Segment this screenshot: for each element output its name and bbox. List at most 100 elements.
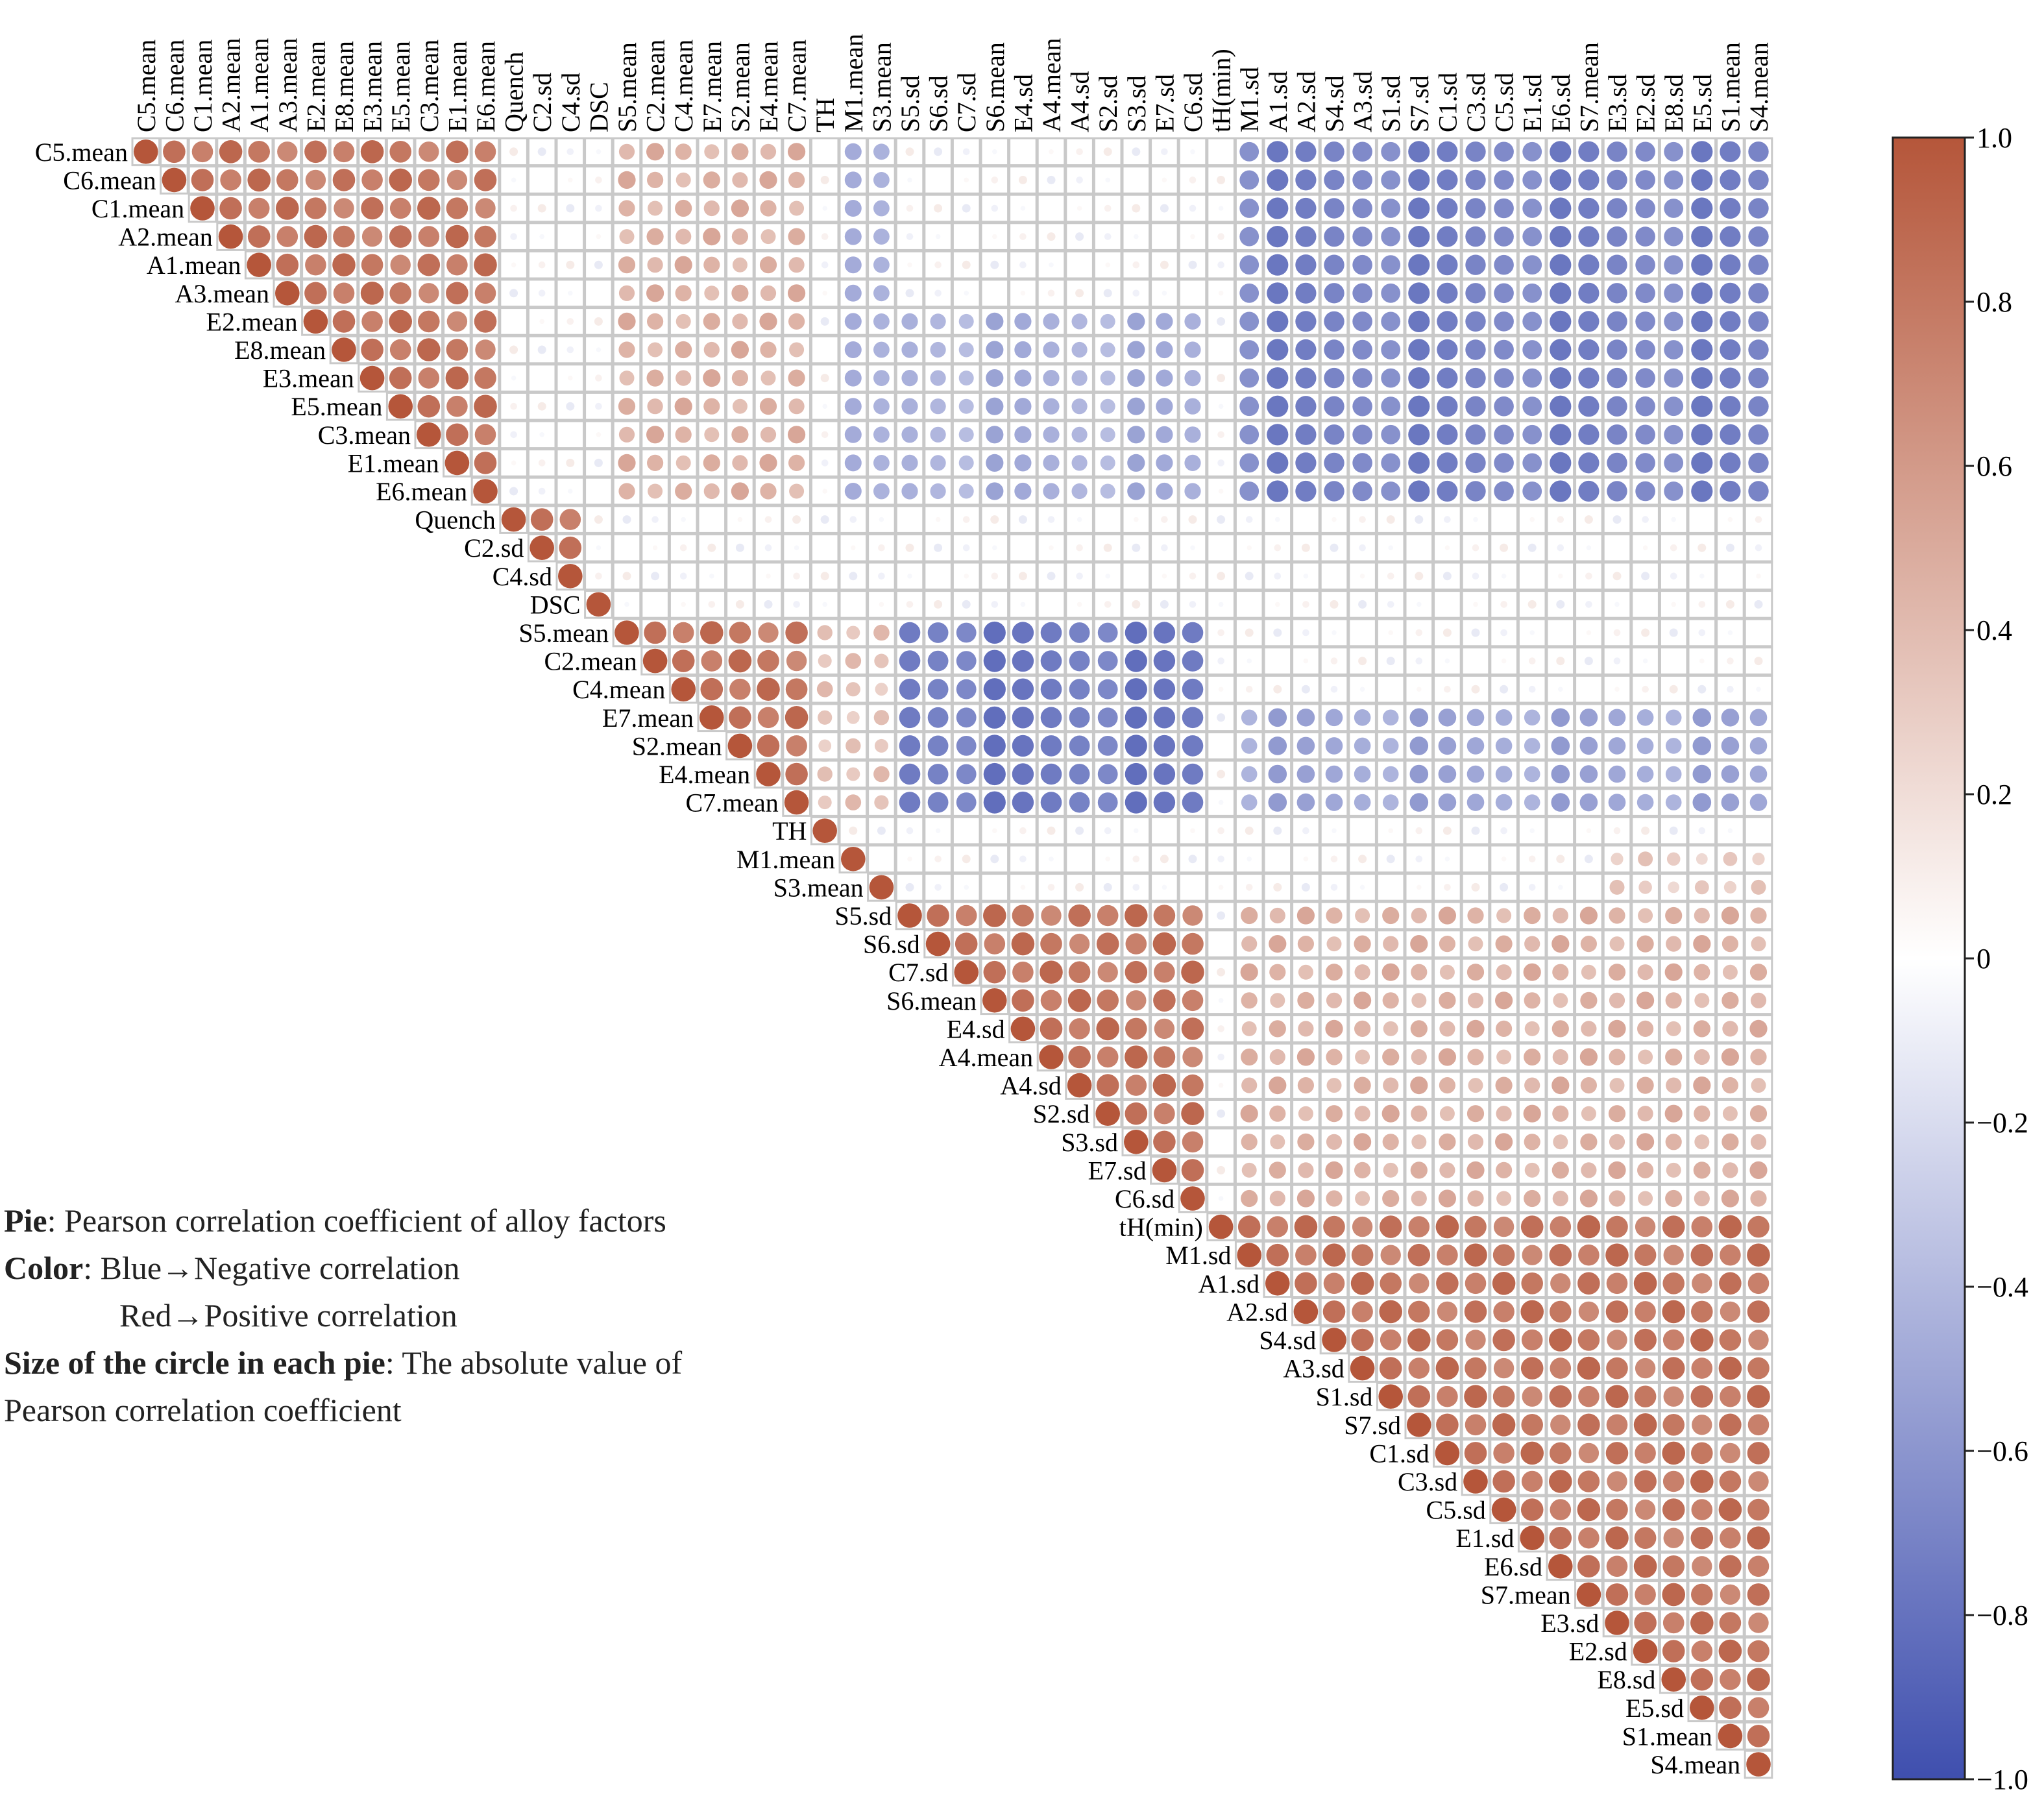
correlation-circle	[512, 319, 516, 323]
correlation-circle	[1043, 370, 1060, 387]
correlation-circle	[444, 450, 470, 476]
correlation-circle	[906, 204, 914, 212]
correlation-circle	[1408, 1357, 1430, 1379]
correlation-circle	[1500, 601, 1507, 608]
correlation-circle	[1019, 261, 1027, 269]
correlation-circle	[1134, 517, 1139, 522]
correlation-circle	[1439, 964, 1455, 980]
correlation-circle	[1444, 658, 1450, 664]
correlation-circle	[1408, 480, 1430, 502]
correlation-circle	[700, 705, 724, 730]
correlation-circle	[1634, 1611, 1657, 1635]
correlation-circle	[1269, 1161, 1286, 1179]
correlation-circle	[1097, 651, 1118, 671]
correlation-circle	[1267, 480, 1289, 502]
correlation-circle	[1040, 932, 1062, 955]
matrix-cell	[1376, 929, 1405, 958]
correlation-circle	[873, 285, 890, 302]
column-label: C7.sd	[952, 73, 981, 132]
correlation-circle	[1361, 829, 1365, 833]
correlation-circle	[417, 253, 441, 276]
correlation-circle	[1693, 1161, 1710, 1179]
correlation-circle	[1047, 232, 1056, 241]
correlation-circle	[675, 199, 692, 217]
correlation-circle	[1190, 545, 1195, 550]
correlation-circle	[1494, 396, 1514, 417]
correlation-circle	[1550, 395, 1572, 417]
correlation-circle	[445, 225, 469, 249]
correlation-circle	[1127, 454, 1145, 472]
correlation-circle	[1719, 1470, 1742, 1492]
correlation-circle	[360, 282, 384, 305]
correlation-circle	[1699, 574, 1705, 579]
correlation-circle	[1635, 141, 1655, 162]
correlation-circle	[927, 735, 949, 757]
correlation-circle	[1520, 1526, 1544, 1550]
correlation-circle	[1611, 853, 1624, 866]
column-label: S2.sd	[1093, 75, 1123, 132]
correlation-circle	[1127, 397, 1145, 415]
correlation-circle	[849, 826, 858, 835]
correlation-circle	[474, 424, 496, 446]
row-label: C1.sd	[1369, 1439, 1429, 1468]
correlation-circle	[758, 622, 779, 643]
correlation-circle	[1295, 480, 1317, 502]
row-label: S6.mean	[886, 986, 977, 1016]
correlation-circle	[1411, 1190, 1427, 1207]
matrix-cell	[1631, 1184, 1660, 1213]
correlation-circle	[873, 398, 890, 415]
correlation-circle	[986, 482, 1004, 500]
correlation-circle	[1636, 991, 1655, 1010]
correlation-circle	[793, 572, 800, 580]
row-label: E2.sd	[1569, 1637, 1627, 1666]
correlation-circle	[788, 143, 806, 161]
correlation-circle	[901, 483, 918, 500]
correlation-circle	[1721, 793, 1740, 812]
row-label: S5.mean	[518, 618, 609, 648]
correlation-circle	[361, 169, 383, 191]
correlation-circle	[653, 602, 657, 606]
correlation-circle	[1551, 935, 1570, 953]
correlation-circle	[760, 341, 777, 358]
correlation-circle	[1218, 1196, 1224, 1201]
correlation-circle	[1501, 574, 1507, 579]
correlation-circle	[1692, 793, 1712, 812]
correlation-circle	[1691, 1583, 1713, 1606]
correlation-circle	[1747, 1526, 1770, 1550]
correlation-circle	[305, 169, 326, 191]
matrix-cell	[838, 137, 868, 167]
correlation-circle	[1217, 459, 1224, 467]
correlation-circle	[955, 905, 977, 927]
correlation-circle	[1105, 857, 1110, 862]
row-label: S4.sd	[1259, 1326, 1316, 1355]
matrix-cell	[527, 335, 557, 365]
matrix-cell	[668, 590, 698, 619]
correlation-circle	[566, 318, 574, 325]
correlation-circle	[1747, 1498, 1770, 1521]
correlation-circle	[1156, 313, 1173, 330]
correlation-circle	[1067, 1073, 1092, 1098]
correlation-circle	[1465, 1357, 1487, 1380]
correlation-circle	[1522, 396, 1542, 417]
correlation-circle	[1465, 141, 1486, 162]
correlation-circle	[1751, 879, 1766, 895]
correlation-circle	[1609, 1190, 1625, 1207]
correlation-circle	[1550, 141, 1572, 163]
correlation-circle	[1494, 368, 1514, 388]
correlation-circle	[1473, 602, 1478, 607]
correlation-circle	[1522, 453, 1542, 473]
correlation-circle	[1010, 1016, 1036, 1041]
correlation-circle	[1350, 1356, 1375, 1381]
correlation-circle	[679, 572, 687, 580]
correlation-circle	[1352, 226, 1372, 247]
correlation-circle	[1662, 1414, 1685, 1436]
correlation-circle	[1071, 313, 1088, 330]
correlation-circle	[1720, 452, 1741, 474]
correlation-circle	[1719, 1329, 1742, 1351]
matrix-cell	[1291, 674, 1320, 704]
correlation-circle	[1410, 1020, 1428, 1038]
correlation-circle	[1465, 339, 1486, 360]
correlation-circle	[1747, 1215, 1770, 1238]
correlation-circle	[1641, 628, 1650, 637]
correlation-circle	[906, 233, 914, 240]
